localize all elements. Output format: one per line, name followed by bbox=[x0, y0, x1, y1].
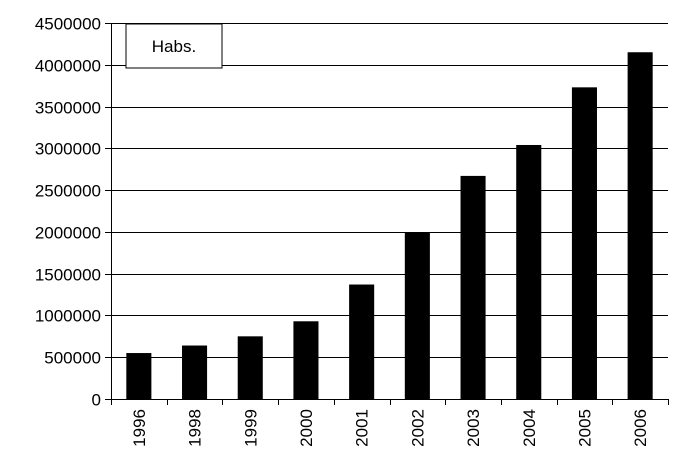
x-tick-label-2006: 2006 bbox=[631, 409, 650, 447]
y-tick-label-1: 500000 bbox=[44, 349, 101, 368]
x-tick-label-2005: 2005 bbox=[575, 409, 594, 447]
bar-2005 bbox=[571, 87, 597, 400]
bars bbox=[126, 52, 653, 400]
y-tick-label-9: 4500000 bbox=[35, 15, 101, 34]
y-tick-label-0: 0 bbox=[92, 391, 101, 410]
y-tick-label-5: 2500000 bbox=[35, 182, 101, 201]
bar-2002 bbox=[404, 232, 430, 399]
gridlines bbox=[111, 23, 668, 358]
y-tick-label-7: 3500000 bbox=[35, 99, 101, 118]
legend-label: Habs. bbox=[152, 37, 196, 56]
x-tick-label-1998: 1998 bbox=[186, 409, 205, 447]
y-tick-label-4: 2000000 bbox=[35, 224, 101, 243]
x-tick-label-2002: 2002 bbox=[408, 409, 427, 447]
x-tick-labels: 1996 1998 1999 2000 2001 2002 2003 2004 2005 2006 bbox=[130, 409, 650, 447]
x-tick-label-2004: 2004 bbox=[520, 409, 539, 447]
bar-2004 bbox=[516, 144, 542, 399]
y-tick-labels: 0 500000 1000000 1500000 2000000 2500000 30000… bbox=[35, 15, 101, 410]
axes bbox=[105, 23, 669, 405]
bar-2003 bbox=[460, 175, 486, 399]
legend-frame bbox=[125, 23, 223, 69]
y-tick-label-8: 4000000 bbox=[35, 57, 101, 76]
bar-1999 bbox=[237, 336, 263, 399]
y-tick-label-3: 1500000 bbox=[35, 266, 101, 285]
x-tick-label-2000: 2000 bbox=[297, 409, 316, 447]
y-tick-label-2: 1000000 bbox=[35, 307, 101, 326]
legend-box: Habs. bbox=[125, 23, 223, 69]
x-tick-label-1999: 1999 bbox=[241, 409, 260, 447]
bar-2001 bbox=[349, 284, 375, 399]
bar-2006 bbox=[627, 52, 653, 399]
bar-1998 bbox=[182, 345, 208, 399]
bar-1996 bbox=[126, 353, 152, 399]
y-tick-label-6: 3000000 bbox=[35, 140, 101, 159]
x-tick-label-2003: 2003 bbox=[464, 409, 483, 447]
x-tick-label-2001: 2001 bbox=[353, 409, 372, 447]
x-tick-label-1996: 1996 bbox=[130, 409, 149, 447]
bar-2000 bbox=[293, 321, 319, 399]
